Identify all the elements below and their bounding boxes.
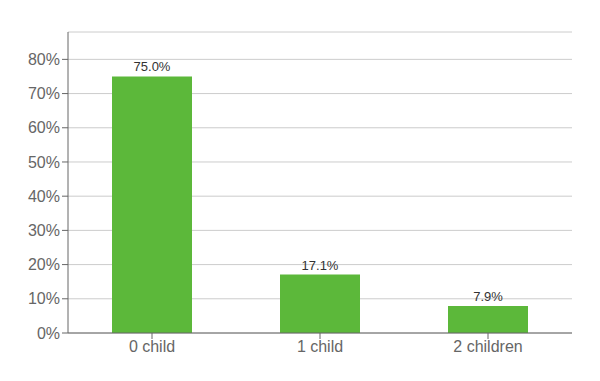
svg-text:7.9%: 7.9% — [473, 289, 503, 304]
svg-text:0%: 0% — [37, 325, 60, 342]
svg-text:75.0%: 75.0% — [134, 59, 171, 74]
svg-text:40%: 40% — [28, 188, 60, 205]
svg-text:60%: 60% — [28, 119, 60, 136]
svg-text:17.1%: 17.1% — [302, 258, 339, 273]
svg-text:1 child: 1 child — [297, 338, 343, 355]
svg-text:0 child: 0 child — [129, 338, 175, 355]
svg-text:80%: 80% — [28, 51, 60, 68]
svg-text:30%: 30% — [28, 222, 60, 239]
svg-text:20%: 20% — [28, 256, 60, 273]
svg-text:70%: 70% — [28, 85, 60, 102]
svg-text:2 children: 2 children — [453, 338, 522, 355]
svg-text:50%: 50% — [28, 154, 60, 171]
svg-text:10%: 10% — [28, 290, 60, 307]
